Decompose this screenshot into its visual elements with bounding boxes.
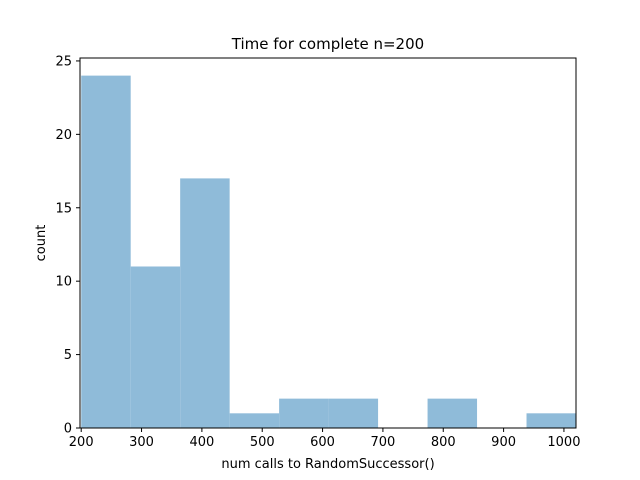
plot-frame [79,57,577,429]
x-tick-label: 600 [310,435,335,450]
x-tick-label: 800 [431,435,456,450]
histogram-bar-9 [526,413,576,428]
histogram-bar-1 [130,266,181,428]
histogram-bar-0 [81,75,131,428]
y-tick-label: 20 [55,128,72,143]
bars-group [81,75,576,428]
y-tick-label: 10 [55,275,72,290]
y-tick-label: 15 [55,201,72,216]
x-tick-label: 700 [370,435,395,450]
x-tick-label: 900 [491,435,516,450]
histogram-bar-4 [279,398,329,428]
chart-title: Time for complete n=200 [231,35,424,53]
x-tick-label: 200 [69,435,94,450]
x-tick-label: 500 [250,435,275,450]
x-tick-label: 1000 [547,435,580,450]
y-tick-label: 0 [64,422,72,437]
histogram-bar-7 [427,398,478,428]
y-tick-label: 25 [55,54,72,69]
histogram-bar-3 [229,413,280,428]
histogram-bar-5 [328,398,379,428]
x-axis-label: num calls to RandomSuccessor() [221,457,434,472]
y-axis-label: count [34,225,49,262]
y-tick-label: 5 [64,348,72,363]
x-tick-label: 300 [129,435,154,450]
x-axis-ticks: 200 300 400 500 600 700 800 900 1000 [69,428,580,450]
histogram-bar-2 [180,178,230,428]
y-axis-ticks: 0 5 10 15 20 25 [55,54,80,437]
x-tick-label: 400 [189,435,214,450]
